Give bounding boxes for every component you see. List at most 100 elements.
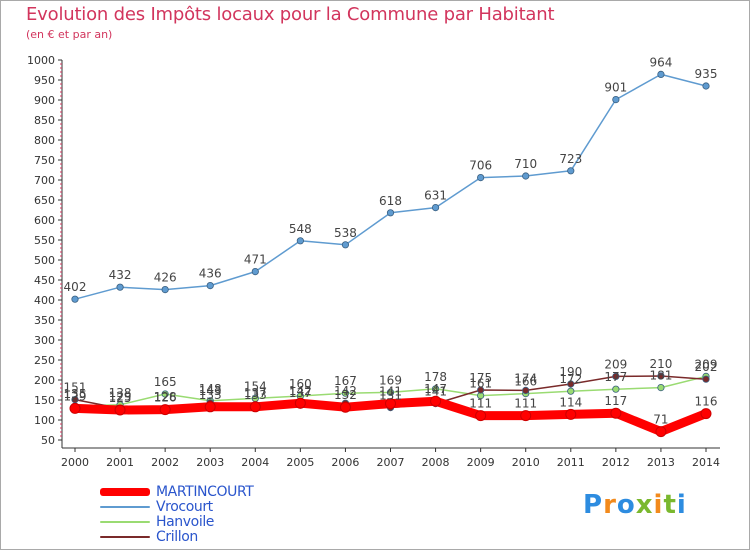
data-label-martincourt: 132 — [334, 388, 357, 402]
axes: 50 100 150 200 250 300 350 400 450 500 550 600 650 70… — [27, 54, 720, 469]
data-label-vrocourt: 402 — [64, 280, 87, 294]
data-point-martincourt — [339, 401, 351, 413]
chart-subtitle: (en € et par an) — [26, 28, 113, 41]
data-label-vrocourt: 432 — [109, 268, 132, 282]
data-label-vrocourt: 710 — [514, 157, 537, 171]
data-label-crillon: 131 — [379, 389, 402, 403]
data-label-vrocourt: 471 — [244, 253, 267, 267]
data-label-vrocourt: 964 — [649, 55, 672, 69]
data-label-martincourt: 111 — [514, 397, 537, 411]
data-point-martincourt — [294, 397, 306, 409]
data-point-martincourt — [610, 407, 622, 419]
data-label-hanvoile: 181 — [649, 369, 672, 383]
logo-letter: x — [635, 490, 654, 520]
data-point-martincourt — [69, 402, 81, 414]
data-label-crillon: 210 — [649, 357, 672, 371]
data-point-vrocourt — [702, 82, 710, 90]
x-tick-label: 2007 — [377, 456, 405, 469]
legend-label-martincourt: MARTINCOURT — [156, 483, 254, 500]
logo-letter: i — [653, 490, 664, 520]
y-tick-label: 650 — [34, 194, 55, 207]
legend-item-crillon: Crillon — [100, 528, 253, 545]
data-label-hanvoile: 161 — [469, 377, 492, 391]
x-tick-label: 2003 — [196, 456, 224, 469]
data-label-martincourt: 116 — [695, 395, 718, 409]
data-point-hanvoile — [431, 385, 440, 393]
data-label-hanvoile: 165 — [154, 375, 177, 389]
logo-letter: P — [583, 490, 604, 520]
data-label-crillon: 209 — [604, 357, 627, 371]
data-point-hanvoile — [341, 389, 350, 397]
data-point-martincourt — [430, 395, 442, 407]
data-point-vrocourt — [206, 281, 214, 290]
data-label-martincourt: 133 — [244, 388, 267, 402]
y-tick-label: 200 — [34, 374, 55, 387]
data-label-crillon: 141 — [424, 385, 447, 399]
data-point-hanvoile — [657, 383, 665, 392]
x-tick-label: 2005 — [286, 456, 314, 469]
y-tick-label: 450 — [34, 274, 55, 287]
data-point-hanvoile — [567, 387, 575, 395]
data-label-vrocourt: 426 — [154, 271, 177, 285]
data-label-hanvoile: 166 — [514, 375, 537, 389]
y-tick-label: 900 — [34, 94, 55, 107]
series-layer — [69, 70, 712, 438]
data-label-hanvoile: 138 — [109, 386, 132, 400]
data-point-vrocourt — [116, 283, 124, 291]
legend: MARTINCOURT Vrocourt Hanvoile Crillon — [100, 483, 254, 545]
y-tick-label: 550 — [34, 234, 55, 247]
x-tick-label: 2012 — [602, 456, 630, 469]
data-point-martincourt — [475, 410, 487, 422]
data-label-crillon: 175 — [469, 371, 492, 385]
y-tick-label: 700 — [34, 174, 55, 187]
y-tick-label: 50 — [41, 434, 55, 447]
data-point-martincourt — [249, 401, 261, 413]
data-point-vrocourt — [251, 267, 259, 276]
y-tick-label: 400 — [34, 294, 55, 307]
legend-swatch-hanvoile — [100, 520, 150, 523]
data-label-vrocourt: 631 — [424, 189, 447, 203]
data-point-vrocourt — [341, 241, 350, 249]
legend-label-crillon: Crillon — [156, 528, 198, 545]
data-label-vrocourt: 706 — [469, 159, 492, 173]
data-label-vrocourt: 436 — [199, 267, 222, 281]
data-point-vrocourt — [657, 70, 665, 79]
logo-letter: r — [603, 490, 617, 520]
data-point-crillon — [612, 372, 620, 380]
data-label-martincourt: 142 — [289, 384, 312, 398]
legend-swatch-martincourt — [100, 487, 150, 496]
data-label-crillon: 202 — [695, 360, 718, 374]
chart-title: Evolution des Impôts locaux pour la Comm… — [26, 4, 555, 25]
data-point-vrocourt — [296, 237, 304, 245]
data-label-hanvoile: 172 — [559, 372, 582, 386]
data-label-crillon: 142 — [334, 384, 357, 398]
data-label-hanvoile: 154 — [244, 379, 267, 393]
x-tick-label: 2000 — [61, 456, 89, 469]
legend-label-vrocourt: Vrocourt — [156, 498, 213, 515]
data-label-vrocourt: 935 — [695, 67, 718, 81]
data-label-martincourt: 141 — [379, 385, 402, 399]
y-tick-label: 750 — [34, 154, 55, 167]
y-tick-label: 1000 — [27, 54, 55, 67]
data-point-vrocourt — [522, 172, 530, 180]
data-point-vrocourt — [477, 174, 485, 182]
legend-swatch-crillon — [100, 535, 150, 538]
x-tick-label: 2004 — [241, 456, 269, 469]
x-tick-label: 2009 — [467, 456, 495, 469]
data-point-martincourt — [204, 401, 216, 413]
data-point-martincourt — [385, 398, 396, 410]
data-point-crillon — [657, 372, 665, 380]
data-point-crillon — [702, 375, 710, 383]
data-point-hanvoile — [612, 385, 620, 393]
data-labels: 402 432 426 436 471 548 538 618 631 706 710 723 901 9… — [64, 55, 718, 426]
data-label-martincourt: 125 — [109, 391, 132, 405]
y-tick-label: 100 — [34, 414, 55, 427]
data-label-hanvoile: 177 — [604, 370, 627, 384]
data-label-hanvoile: 169 — [379, 373, 402, 387]
data-label-crillon: 129 — [109, 389, 132, 403]
x-tick-label: 2008 — [422, 456, 450, 469]
legend-item-hanvoile: Hanvoile — [100, 514, 253, 530]
y-tick-label: 950 — [34, 74, 55, 87]
data-point-crillon — [522, 386, 530, 394]
